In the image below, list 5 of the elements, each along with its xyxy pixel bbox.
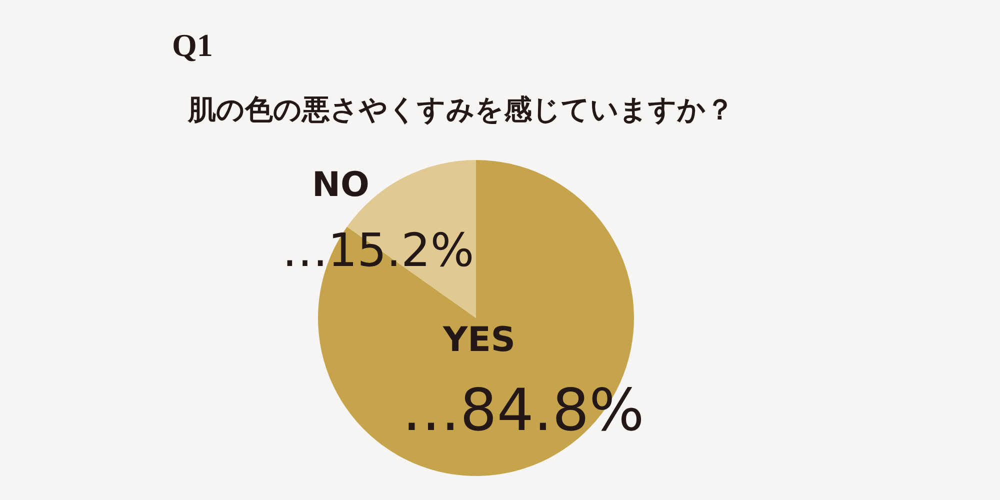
data-label: …15.2% bbox=[282, 223, 474, 277]
slice-label: NO bbox=[312, 165, 370, 205]
chart-title: Q1 bbox=[172, 27, 213, 63]
chart-subtitle: 肌の色の悪さやくすみを感じていますか？ bbox=[187, 93, 734, 126]
slice-label: YES bbox=[442, 320, 516, 360]
